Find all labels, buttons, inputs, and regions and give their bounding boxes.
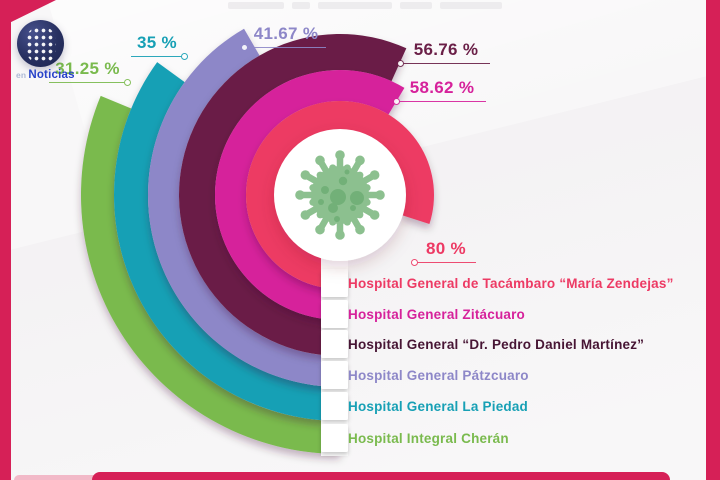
- ring-3: [147, 28, 340, 387]
- legend-tab-5: [321, 424, 348, 452]
- legend-item-martinez: Hospital General “Dr. Pedro Daniel Martí…: [348, 336, 645, 352]
- logo-wordmark: en Noticias: [16, 69, 75, 81]
- value-label-lapiedad: 35 %: [131, 34, 188, 60]
- value-label-zitacuaro: 58.62 %: [393, 79, 486, 105]
- value-label-martinez: 56.76 %: [397, 41, 490, 67]
- leader-line: [131, 53, 188, 60]
- leader-dot: [411, 259, 418, 266]
- legend-item-cheran: Hospital Integral Cherán: [348, 430, 509, 446]
- legend-tab-3: [321, 361, 348, 389]
- ring-0: [245, 100, 434, 289]
- legend-item-lapiedad: Hospital General La Piedad: [348, 398, 529, 414]
- right-accent-bar: [706, 0, 720, 480]
- legend-item-tacambaro: Hospital General de Tacámbaro “María Zen…: [348, 275, 674, 291]
- bottom-accent-shadow: [14, 475, 100, 480]
- leader-line: [49, 79, 131, 86]
- legend-tab-0: [321, 269, 348, 297]
- cropped-title-remnant: [400, 2, 432, 9]
- value-label-patzcuaro: 41.67 %: [241, 25, 326, 51]
- legend-tab-2: [321, 330, 348, 358]
- left-accent-bar: [0, 0, 11, 480]
- leader-line: [411, 259, 476, 266]
- leader-dot: [181, 53, 188, 60]
- ring-2: [179, 34, 407, 357]
- logo-dot-grid-icon: [26, 27, 56, 63]
- leader-dot: [393, 98, 400, 105]
- cropped-title-remnant: [318, 2, 392, 9]
- ring-5: [81, 95, 340, 454]
- legend-tab-1: [321, 300, 348, 328]
- ring-4: [113, 62, 341, 422]
- leader-dot: [397, 60, 404, 67]
- leader-line: [397, 60, 490, 67]
- noticias-logo: [17, 20, 64, 67]
- cropped-title-remnant: [292, 2, 310, 9]
- legend-item-zitacuaro: Hospital General Zitácuaro: [348, 306, 525, 322]
- coronavirus-icon: [295, 150, 385, 240]
- ring-1: [215, 70, 405, 321]
- leader-line: [241, 44, 326, 51]
- cropped-title-remnant: [440, 2, 502, 9]
- cropped-title-remnant: [228, 2, 284, 9]
- bottom-accent-bar: [92, 472, 670, 480]
- value-label-cheran: 31.25 %: [49, 60, 131, 86]
- leader-line: [393, 98, 486, 105]
- leader-dot: [241, 44, 248, 51]
- value-label-tacambaro: 80 %: [411, 240, 476, 266]
- legend-tab-4: [321, 392, 348, 420]
- legend-item-patzcuaro: Hospital General Pátzcuaro: [348, 367, 529, 383]
- leader-dot: [124, 79, 131, 86]
